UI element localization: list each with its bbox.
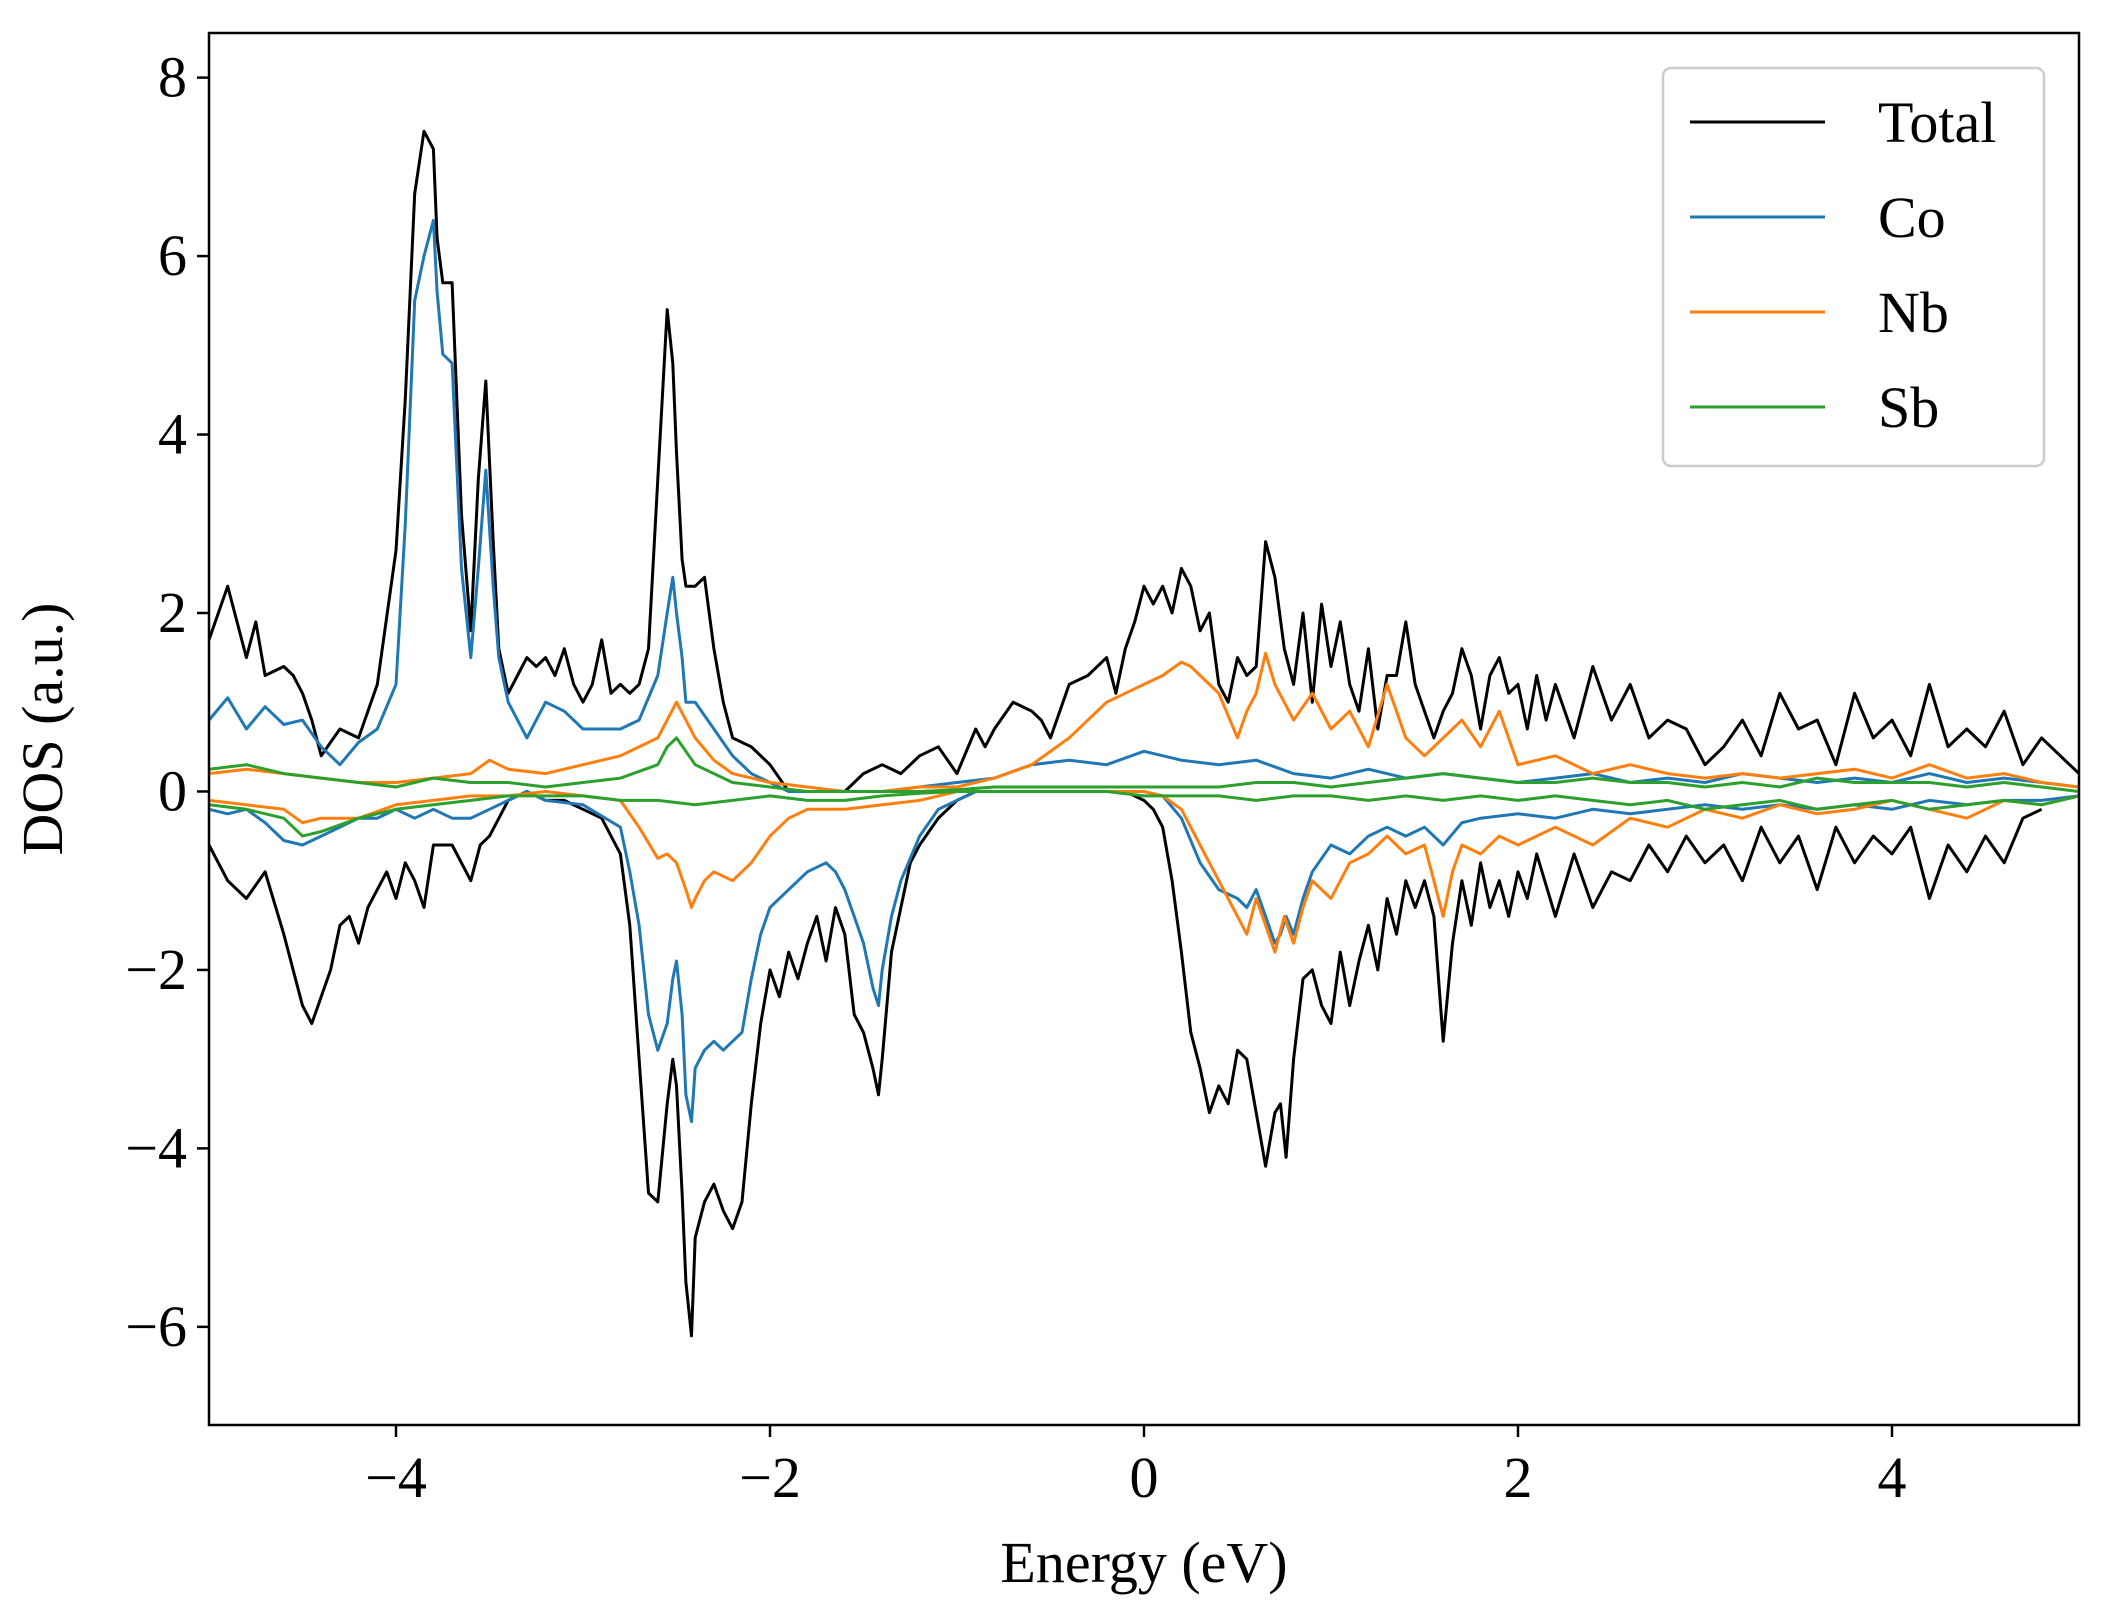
legend-label-total: Total bbox=[1878, 90, 1996, 155]
y-axis-label: DOS (a.u.) bbox=[10, 603, 75, 856]
series-line-total-up bbox=[209, 129, 2079, 793]
legend-label-nb: Nb bbox=[1878, 280, 1949, 345]
series-line-sb-down bbox=[209, 790, 2079, 838]
y-tick-label: 2 bbox=[158, 580, 187, 645]
y-tick-label: −6 bbox=[125, 1294, 187, 1359]
x-tick-label: 2 bbox=[1504, 1445, 1533, 1510]
series-line-co-down bbox=[209, 790, 2079, 1124]
y-tick-label: 6 bbox=[158, 223, 187, 288]
y-tick-label: 8 bbox=[158, 45, 187, 110]
legend-box bbox=[1661, 66, 2046, 468]
legend-label-co: Co bbox=[1878, 185, 1946, 250]
y-tick-label: −2 bbox=[125, 937, 187, 1002]
x-tick-label: 4 bbox=[1878, 1445, 1907, 1510]
legend-label-sb: Sb bbox=[1878, 375, 1939, 440]
x-axis-label: Energy (eV) bbox=[1000, 1530, 1287, 1595]
y-tick-label: 0 bbox=[158, 758, 187, 823]
series-line-nb-down bbox=[209, 790, 2079, 954]
x-tick-label: −2 bbox=[739, 1445, 801, 1510]
y-tick-label: −4 bbox=[125, 1115, 187, 1180]
series-line-nb-up bbox=[209, 651, 2079, 793]
legend: Total Co Nb Sb bbox=[1661, 66, 2046, 468]
x-tick-label: 0 bbox=[1130, 1445, 1159, 1510]
x-tick-label: −4 bbox=[365, 1445, 427, 1510]
series-line-sb-up bbox=[209, 736, 2079, 793]
y-tick-label: 4 bbox=[158, 402, 187, 467]
axes-layer: −4 −2 0 2 4 −6 −4 −2 0 2 4 6 8 bbox=[125, 31, 2081, 1510]
plot-area bbox=[209, 129, 2079, 1338]
